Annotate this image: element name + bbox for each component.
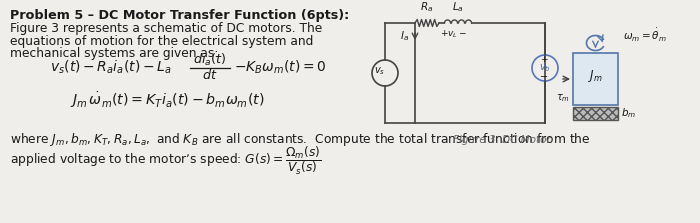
- Text: applied voltage to the motor’s speed: $G(s) = \dfrac{\Omega_m(s)}{V_s(s)}$: applied voltage to the motor’s speed: $G…: [10, 145, 321, 177]
- Text: equations of motion for the electrical system and: equations of motion for the electrical s…: [10, 35, 314, 47]
- FancyBboxPatch shape: [573, 53, 618, 105]
- Text: $+v_L-$: $+v_L-$: [440, 28, 468, 39]
- Text: $dt$: $dt$: [202, 68, 218, 82]
- Text: $v_s$: $v_s$: [374, 65, 386, 77]
- Text: $- K_B\omega_m(t) = 0$: $- K_B\omega_m(t) = 0$: [234, 58, 326, 76]
- Text: $L_a$: $L_a$: [452, 0, 464, 14]
- Text: Figure 3 represents a schematic of DC motors. The: Figure 3 represents a schematic of DC mo…: [10, 22, 322, 35]
- Text: mechanical systems are given as:: mechanical systems are given as:: [10, 47, 218, 60]
- Text: $b_m$: $b_m$: [621, 107, 636, 120]
- Text: $J_m$: $J_m$: [588, 68, 603, 84]
- Text: $\omega_m = \dot{\theta}_m$: $\omega_m = \dot{\theta}_m$: [623, 27, 667, 44]
- Text: $I_a$: $I_a$: [400, 29, 410, 43]
- Text: $\tau_m$: $\tau_m$: [556, 92, 570, 104]
- Text: −: −: [540, 72, 548, 82]
- Text: $v_b$: $v_b$: [539, 62, 551, 74]
- Text: where $J_m, b_m, K_T, R_a, L_a,$ and $K_B$ are all constants.  Compute the total: where $J_m, b_m, K_T, R_a, L_a,$ and $K_…: [10, 131, 591, 148]
- Text: +: +: [540, 54, 547, 64]
- Text: Figure 3. DC Motor: Figure 3. DC Motor: [453, 135, 550, 145]
- Text: $di_a(t)$: $di_a(t)$: [193, 52, 227, 68]
- Text: $v_s(t) - R_a i_a(t) - L_a$: $v_s(t) - R_a i_a(t) - L_a$: [50, 58, 172, 76]
- FancyBboxPatch shape: [573, 107, 618, 120]
- Text: $R_a$: $R_a$: [421, 0, 433, 14]
- Text: $J_m\,\dot{\omega}_m(t) = K_T i_a(t) - b_m\omega_m(t)$: $J_m\,\dot{\omega}_m(t) = K_T i_a(t) - b…: [70, 90, 265, 110]
- Text: Problem 5 – DC Motor Transfer Function (6pts):: Problem 5 – DC Motor Transfer Function (…: [10, 9, 349, 22]
